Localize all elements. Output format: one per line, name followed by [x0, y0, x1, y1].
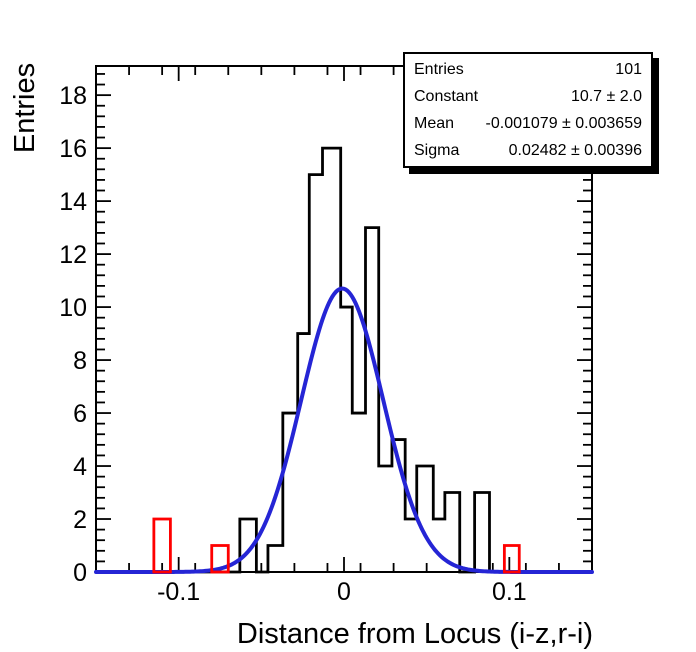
stats-label: Mean	[414, 114, 455, 132]
stats-value: 101	[615, 60, 642, 78]
histogram-outline	[96, 146, 592, 574]
y-tick-label: 10	[59, 294, 87, 322]
y-tick-label: 0	[73, 559, 87, 587]
outlier-bar	[502, 544, 521, 574]
y-tick-label: 18	[59, 82, 87, 110]
x-tick-label: -0.1	[157, 578, 200, 606]
y-tick-label: 8	[73, 347, 87, 375]
y-tick-label: 4	[73, 453, 87, 481]
stats-value: 10.7 ± 2.0	[570, 87, 642, 105]
stats-box: Entries 101 Constant 10.7 ± 2.0 Mean -0.…	[403, 52, 653, 168]
stats-row-constant: Constant 10.7 ± 2.0	[414, 88, 642, 106]
stats-row-mean: Mean -0.001079 ± 0.003659	[414, 115, 642, 133]
y-axis-title: Entries	[9, 63, 41, 153]
stats-label: Sigma	[414, 141, 460, 159]
x-tick-label: 0	[337, 578, 351, 606]
y-tick-label: 14	[59, 188, 87, 216]
outlier-bar	[210, 544, 230, 574]
stats-value: 0.02482 ± 0.00396	[508, 141, 642, 159]
y-tick-label: 2	[73, 506, 87, 534]
y-tick-label: 12	[59, 241, 87, 269]
x-axis-title: Distance from Locus (i-z,r-i)	[237, 618, 593, 650]
stats-row-sigma: Sigma 0.02482 ± 0.00396	[414, 142, 642, 160]
y-tick-label: 16	[59, 135, 87, 163]
stats-value: -0.001079 ± 0.003659	[485, 114, 642, 132]
stats-label: Entries	[414, 60, 464, 78]
plot-frame	[95, 65, 593, 573]
y-tick-label: 6	[73, 400, 87, 428]
stats-label: Constant	[414, 87, 479, 105]
x-tick-label: 0.1	[492, 578, 527, 606]
outlier-bar	[152, 517, 172, 574]
stats-row-entries: Entries 101	[414, 61, 642, 79]
